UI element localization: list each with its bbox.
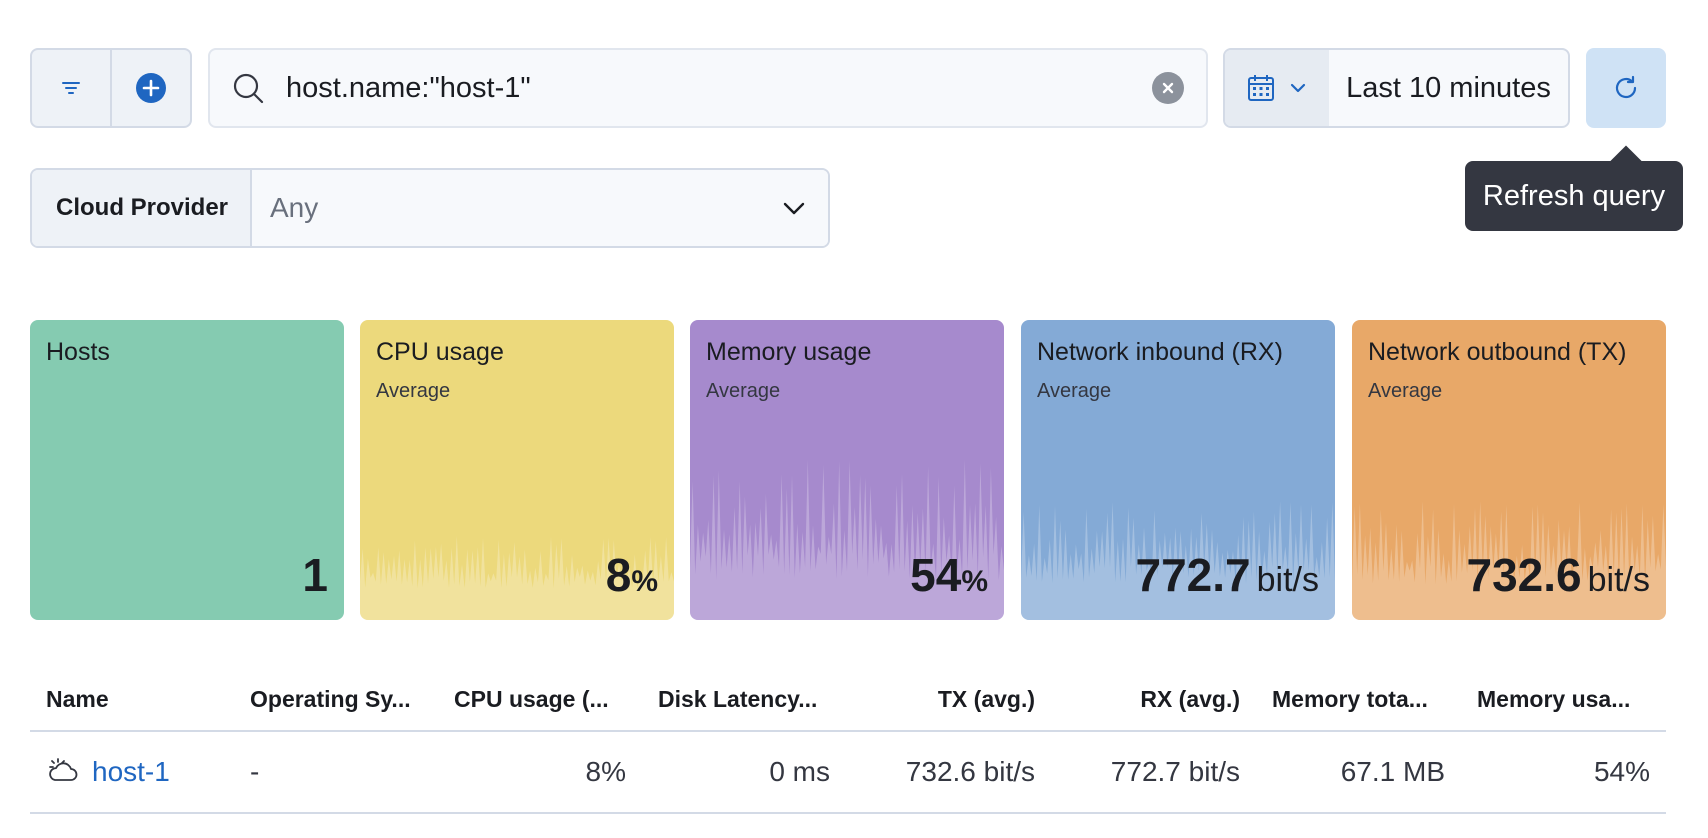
column-header-rx[interactable]: RX (avg.) xyxy=(1140,685,1240,712)
host-link[interactable]: host-1 xyxy=(46,755,218,789)
close-icon xyxy=(1162,82,1174,94)
cell-memory-usage: 54% xyxy=(1593,756,1650,787)
tile-value-unit: % xyxy=(631,565,658,598)
tile-value-number: 1 xyxy=(302,549,328,601)
sparkline xyxy=(690,459,1004,620)
tile-subtitle: Average xyxy=(706,380,781,402)
tile-value-unit: % xyxy=(961,565,988,598)
column-header-name[interactable]: Name xyxy=(46,685,109,712)
table-row: host-1 - 8% 0 ms 732.6 bit/s 772.7 bit/s… xyxy=(30,732,1666,814)
tile-hosts: Hosts 1 xyxy=(30,320,344,620)
tile-subtitle: Average xyxy=(1368,380,1443,402)
column-header-os[interactable]: Operating Sy... xyxy=(250,685,411,712)
tile-value-number: 8 xyxy=(605,549,632,601)
calendar-icon xyxy=(1248,75,1274,101)
search-icon xyxy=(233,73,264,104)
tile-subtitle: Average xyxy=(376,380,451,402)
chevron-down-icon xyxy=(1290,83,1306,93)
plus-circle-icon xyxy=(136,73,166,103)
refresh-icon xyxy=(1615,75,1637,99)
sparkline xyxy=(1021,501,1335,620)
cloud-provider-select[interactable]: Any xyxy=(252,170,828,246)
column-header-memory-total[interactable]: Memory tota... xyxy=(1272,685,1428,712)
sparkline-area xyxy=(360,536,674,620)
tile-value: 54% xyxy=(910,548,988,602)
quick-select-button[interactable] xyxy=(1225,50,1329,126)
table-header: Name Operating Sy... CPU usage (... Disk… xyxy=(30,668,1666,732)
chevron-down-icon xyxy=(783,202,805,215)
tile-value-number: 732.6 xyxy=(1466,549,1582,601)
host-name: host-1 xyxy=(92,756,170,787)
tile-subtitle: Average xyxy=(1037,380,1112,402)
sparkline-area xyxy=(1021,501,1335,620)
refresh-button[interactable] xyxy=(1586,48,1666,128)
clear-search-button[interactable] xyxy=(1152,72,1184,104)
tile-value: 1 xyxy=(302,548,328,602)
cell-name: host-1 xyxy=(30,755,234,789)
cell-memory-total: 67.1 MB xyxy=(1340,756,1445,787)
cloud-sun-icon xyxy=(49,758,78,781)
refresh-tooltip: Refresh query xyxy=(1465,161,1683,231)
metric-tiles: Hosts 1 CPU usage Average 8% Memory usag… xyxy=(30,320,1666,620)
cell-disk-latency: 0 ms xyxy=(769,756,830,787)
column-header-memory-usage[interactable]: Memory usa... xyxy=(1477,685,1631,712)
search-bar[interactable]: host.name:"host-1" xyxy=(208,48,1208,128)
cloud-provider-control: Cloud Provider Any xyxy=(30,168,830,248)
tile-title: Network inbound (RX) xyxy=(1037,338,1283,366)
search-query-text[interactable]: host.name:"host-1" xyxy=(286,71,531,104)
cell-tx: 732.6 bit/s xyxy=(905,756,1035,787)
sparkline xyxy=(360,536,674,620)
cloud-provider-value: Any xyxy=(270,192,319,223)
sparkline xyxy=(1352,501,1666,620)
add-filter-button[interactable] xyxy=(110,50,190,126)
tile-network-outbound: Network outbound (TX) Average 732.6 bit/s xyxy=(1352,320,1666,620)
tile-network-inbound: Network inbound (RX) Average 772.7 bit/s xyxy=(1021,320,1335,620)
sparkline-area xyxy=(1352,501,1666,620)
tile-title: CPU usage xyxy=(376,338,504,366)
time-range-display[interactable]: Last 10 minutes xyxy=(1346,71,1551,104)
hosts-table: Name Operating Sy... CPU usage (... Disk… xyxy=(30,668,1666,814)
cloud-provider-label: Cloud Provider xyxy=(32,170,252,246)
tile-value: 732.6 bit/s xyxy=(1467,548,1650,602)
tile-value-number: 54 xyxy=(910,549,962,601)
tile-cpu-usage: CPU usage Average 8% xyxy=(360,320,674,620)
cell-cpu: 8% xyxy=(585,756,626,787)
column-header-disk-latency[interactable]: Disk Latency... xyxy=(658,685,818,712)
tile-title: Hosts xyxy=(46,338,110,366)
tile-value-number: 772.7 xyxy=(1135,549,1251,601)
sparkline-area xyxy=(690,459,1004,620)
tile-value: 772.7 bit/s xyxy=(1136,548,1319,602)
date-picker: Last 10 minutes xyxy=(1223,48,1570,128)
column-header-tx[interactable]: TX (avg.) xyxy=(937,685,1035,712)
tile-title: Memory usage xyxy=(706,338,872,366)
tile-value: 8% xyxy=(606,548,658,602)
tile-value-unit: bit/s xyxy=(1256,561,1319,599)
tile-title: Network outbound (TX) xyxy=(1368,338,1627,366)
cell-rx: 772.7 bit/s xyxy=(1110,756,1240,787)
cell-os: - xyxy=(250,756,260,787)
filter-icon xyxy=(62,82,80,94)
column-header-cpu[interactable]: CPU usage (... xyxy=(454,685,609,712)
tile-value-unit: bit/s xyxy=(1587,561,1650,599)
tile-memory-usage: Memory usage Average 54% xyxy=(690,320,1004,620)
filter-button-group xyxy=(30,48,192,128)
filter-menu-button[interactable] xyxy=(32,50,110,126)
